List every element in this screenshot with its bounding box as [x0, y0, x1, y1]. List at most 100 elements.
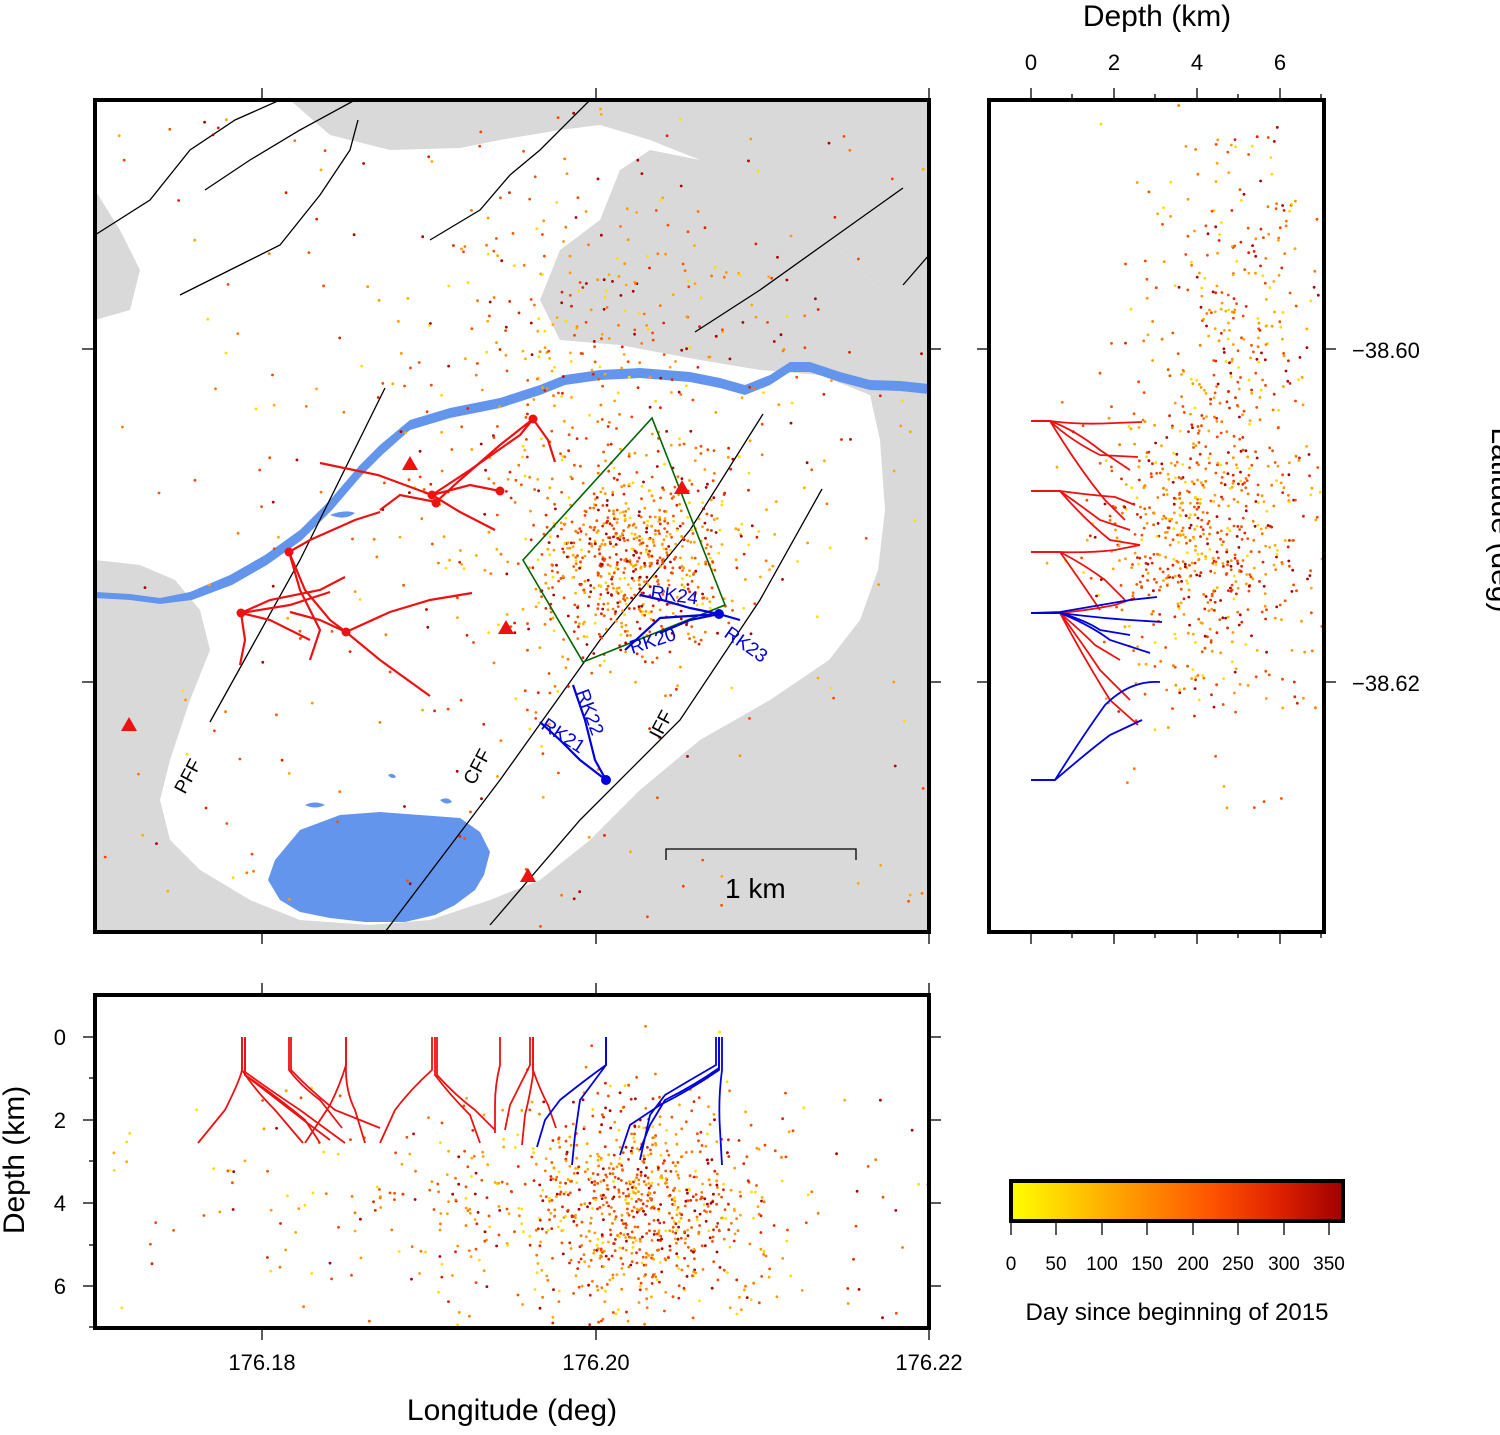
- depth-dot: [609, 1233, 613, 1237]
- depth-dot: [723, 1208, 727, 1211]
- depth-dot: [566, 1208, 570, 1212]
- depth-dot: [1175, 452, 1179, 456]
- earthquake-dot: [921, 787, 925, 790]
- earthquake-dot: [330, 630, 334, 633]
- earthquake-dot: [418, 475, 422, 479]
- earthquake-dot: [604, 581, 608, 585]
- earthquake-dot: [659, 376, 663, 380]
- depth-dot: [1276, 239, 1280, 242]
- earthquake-dot: [688, 479, 691, 482]
- depth-dot: [558, 1192, 562, 1196]
- depth-dot: [1131, 591, 1135, 595]
- earthquake-dot: [567, 496, 571, 499]
- depth-dot: [353, 1211, 357, 1215]
- earthquake-dot: [535, 227, 539, 231]
- depth-dot: [1261, 274, 1265, 278]
- depth-dot: [789, 1274, 793, 1278]
- earthquake-dot: [561, 391, 564, 395]
- depth-dot: [1281, 706, 1285, 710]
- earthquake-dot: [682, 536, 685, 540]
- depth-dot: [744, 1110, 747, 1114]
- depth-dot: [1240, 564, 1243, 568]
- depth-dot: [646, 1153, 650, 1157]
- earthquake-dot: [651, 338, 655, 342]
- depth-dot: [1219, 599, 1222, 602]
- depth-dot: [1266, 136, 1270, 139]
- depth-dot: [664, 1229, 668, 1233]
- depth-dot: [737, 1139, 741, 1142]
- depth-dot: [1133, 551, 1137, 555]
- earthquake-dot: [676, 475, 680, 479]
- earthquake-dot: [582, 523, 585, 527]
- depth-dot: [1210, 209, 1214, 213]
- earthquake-dot: [606, 608, 610, 612]
- depth-dot: [1153, 728, 1157, 732]
- depth-dot: [1225, 533, 1229, 536]
- earthquake-dot: [706, 543, 709, 547]
- depth-dot: [1234, 667, 1238, 671]
- earthquake-dot: [651, 604, 655, 608]
- earthquake-dot: [645, 530, 648, 534]
- depth-dot: [1225, 430, 1229, 433]
- earthquake-dot: [673, 485, 677, 489]
- earthquake-dot: [603, 492, 607, 495]
- earthquake-dot: [336, 820, 339, 824]
- depth-dot: [650, 1181, 654, 1185]
- depth-dot: [481, 1150, 484, 1154]
- depth-dot: [1182, 687, 1186, 691]
- depth-dot: [1226, 615, 1230, 619]
- earthquake-dot: [730, 686, 734, 690]
- depth-dot: [278, 1265, 282, 1269]
- earthquake-dot: [487, 477, 491, 481]
- depth-dot: [538, 1244, 542, 1248]
- earthquake-dot: [561, 375, 565, 378]
- depth-dot: [611, 1172, 615, 1176]
- depth-dot: [603, 1145, 607, 1148]
- depth-dot: [596, 1152, 599, 1156]
- earthquake-dot: [681, 569, 684, 572]
- earthquake-dot: [605, 499, 609, 502]
- depth-dot: [390, 1228, 394, 1232]
- earthquake-dot: [640, 497, 643, 501]
- depth-dot: [572, 1100, 575, 1104]
- depth-dot: [471, 1129, 475, 1132]
- depth-dot: [568, 1164, 572, 1168]
- depth-dot: [1199, 481, 1203, 485]
- earthquake-dot: [643, 561, 646, 565]
- depth-dot: [535, 1253, 539, 1257]
- depth-dot: [1250, 343, 1253, 347]
- earthquake-dot: [602, 602, 606, 606]
- fault-CFF: [384, 413, 764, 932]
- depth-dot: [677, 1176, 681, 1180]
- depth-dot: [632, 1191, 636, 1195]
- depth-dot: [1166, 368, 1170, 371]
- depth-dot: [1108, 514, 1112, 518]
- depth-dot: [651, 1275, 654, 1279]
- depth-dot: [1257, 321, 1261, 325]
- earthquake-dot: [708, 355, 712, 359]
- depth-dot: [467, 1249, 471, 1252]
- earthquake-dot: [658, 508, 662, 512]
- earthquake-dot: [645, 526, 649, 530]
- depth-dot: [685, 1275, 689, 1278]
- earthquake-dot: [648, 266, 651, 270]
- earthquake-dot: [782, 347, 786, 351]
- depth-dot: [1132, 649, 1135, 652]
- depth-dot: [626, 1319, 630, 1323]
- depth-dot: [660, 1176, 664, 1180]
- earthquake-dot: [574, 562, 578, 566]
- depth-dot: [1237, 482, 1240, 486]
- depth-dot: [593, 1231, 597, 1235]
- earthquake-dot: [617, 275, 621, 278]
- depth-dot: [1282, 352, 1285, 355]
- earthquake-dot: [399, 430, 403, 433]
- depth-dot: [633, 1225, 637, 1229]
- lon-tick-2: 176.22: [895, 1350, 962, 1375]
- earthquake-dot: [688, 346, 692, 349]
- earthquake-dot: [584, 437, 588, 440]
- depth-dot: [1281, 311, 1285, 314]
- depth-dot: [1178, 506, 1182, 510]
- depth-dot: [701, 1182, 704, 1186]
- earthquake-dot: [648, 585, 652, 589]
- earthquake-dot: [622, 529, 625, 532]
